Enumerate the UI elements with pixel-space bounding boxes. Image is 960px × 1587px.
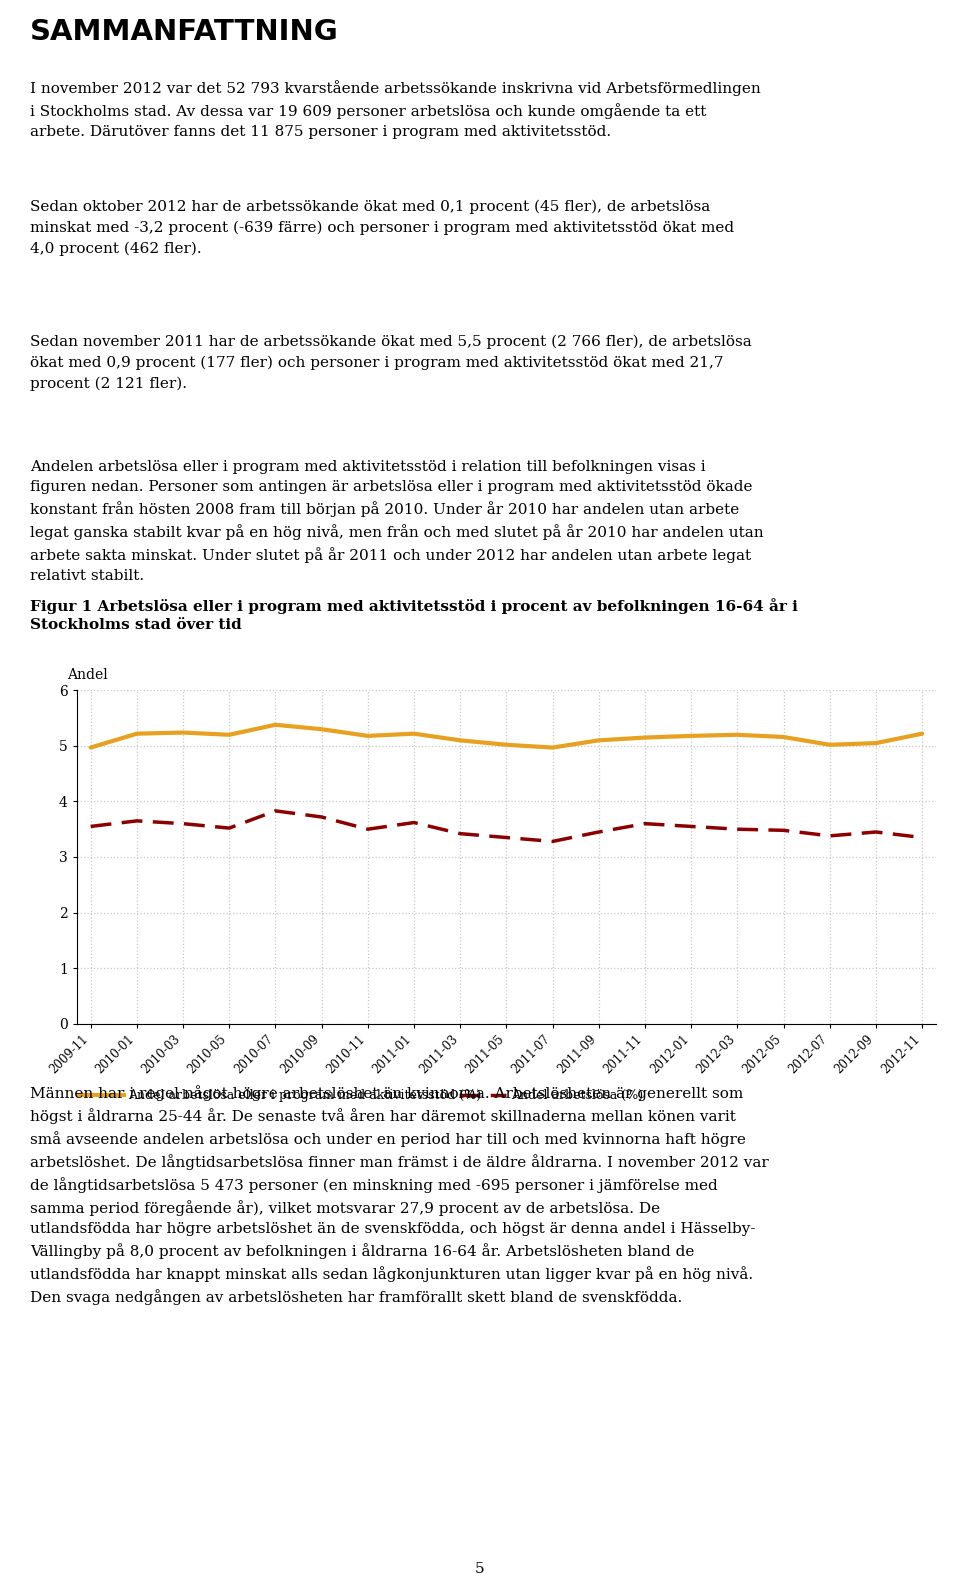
- Text: SAMMANFATTNING: SAMMANFATTNING: [30, 17, 339, 46]
- Text: 5: 5: [475, 1562, 485, 1576]
- Text: Andelen arbetslösa eller i program med aktivitetsstöd i relation till befolkning: Andelen arbetslösa eller i program med a…: [30, 460, 763, 582]
- Text: Andel: Andel: [67, 668, 108, 682]
- Text: Andel arbetslösa eller i program med aktivitetsstöd (%): Andel arbetslösa eller i program med akt…: [129, 1089, 482, 1101]
- Text: Sedan november 2011 har de arbetssökande ökat med 5,5 procent (2 766 fler), de a: Sedan november 2011 har de arbetssökande…: [30, 335, 752, 390]
- Text: I november 2012 var det 52 793 kvarstående arbetssökande inskrivna vid Arbetsför: I november 2012 var det 52 793 kvarståen…: [30, 79, 760, 140]
- Text: Andel arbetslösa (%): Andel arbetslösa (%): [511, 1089, 643, 1101]
- Text: Figur 1 Arbetslösa eller i program med aktivitetsstöd i procent av befolkningen : Figur 1 Arbetslösa eller i program med a…: [30, 598, 798, 632]
- Text: Männen har i regel något högre arbetslöshet än kvinnorna. Arbetslösheten är gene: Männen har i regel något högre arbetslös…: [30, 1086, 769, 1305]
- Text: Sedan oktober 2012 har de arbetssökande ökat med 0,1 procent (45 fler), de arbet: Sedan oktober 2012 har de arbetssökande …: [30, 200, 734, 256]
